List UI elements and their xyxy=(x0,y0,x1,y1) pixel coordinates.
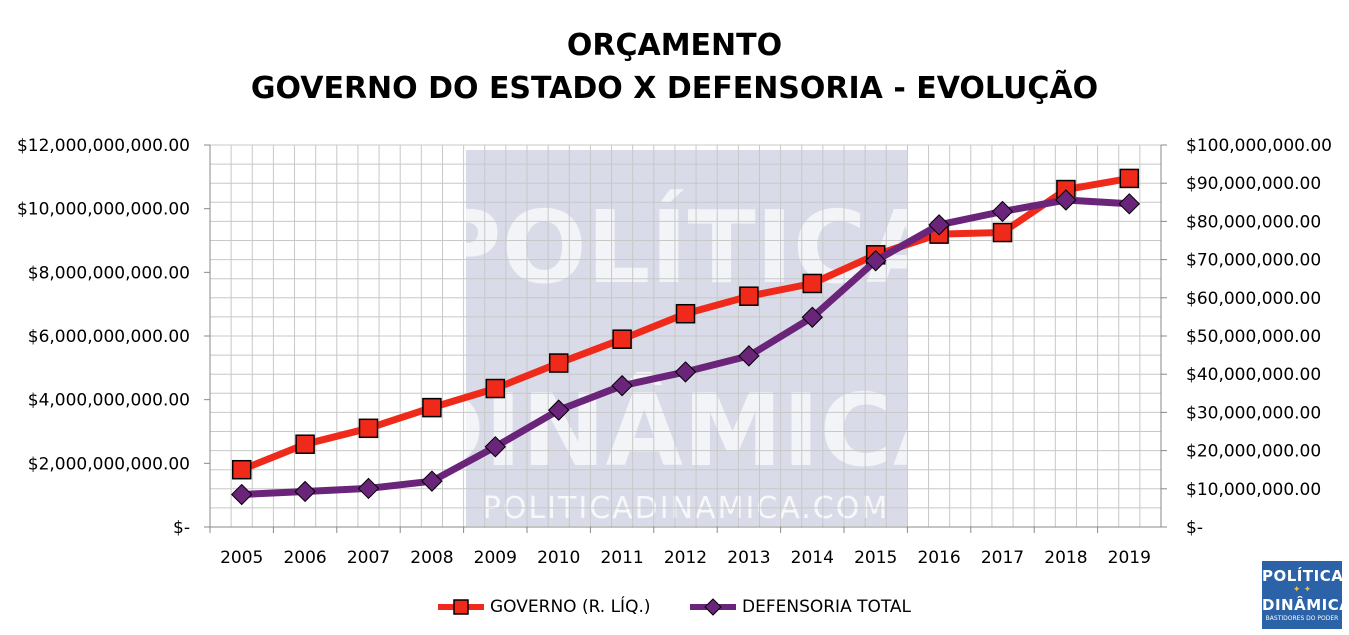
x-tick-label: 2018 xyxy=(1044,548,1087,568)
series-governo xyxy=(231,168,1140,480)
x-tick-label: 2014 xyxy=(791,548,834,568)
chart-title-line2: GOVERNO DO ESTADO X DEFENSORIA - EVOLUÇÃ… xyxy=(250,71,1099,106)
data-point-defensoria xyxy=(1055,189,1077,211)
x-tick-label: 2010 xyxy=(537,548,580,568)
data-point-defensoria xyxy=(991,200,1014,223)
y-right-tick-label: $80,000,000.00 xyxy=(1186,212,1321,232)
data-point-governo xyxy=(992,222,1013,243)
x-tick-label: 2013 xyxy=(727,548,770,568)
data-point-governo xyxy=(1119,168,1140,189)
y-right-tick-label: $30,000,000.00 xyxy=(1186,403,1321,423)
x-tick-label: 2007 xyxy=(347,548,390,568)
y-right-tick-label: $50,000,000.00 xyxy=(1186,327,1321,347)
y-right-tick-label: $100,000,000.00 xyxy=(1186,136,1332,156)
data-point-defensoria xyxy=(1118,193,1141,215)
data-point-defensoria xyxy=(230,483,253,506)
y-left-tick-label: $4,000,000,000.00 xyxy=(28,391,190,411)
data-point-governo xyxy=(612,329,632,349)
data-point-governo xyxy=(422,397,442,418)
data-point-defensoria xyxy=(294,480,316,503)
legend-marker-governo xyxy=(438,599,484,615)
x-tick-label: 2017 xyxy=(981,548,1024,568)
x-tick-label: 2011 xyxy=(600,548,643,568)
data-point-defensoria xyxy=(864,250,887,272)
data-point-governo xyxy=(802,273,823,294)
legend-item-defensoria: DEFENSORIA TOTAL xyxy=(690,592,911,622)
data-point-governo xyxy=(295,434,315,454)
x-tick-label: 2016 xyxy=(917,548,960,568)
x-tick-label: 2006 xyxy=(283,548,326,568)
logo-tagline: BASTIDORES DO PODER xyxy=(1265,615,1339,622)
y-left-tick-label: $- xyxy=(173,518,190,538)
series-defensoria xyxy=(230,189,1141,506)
watermark-line1: POLÍTICA xyxy=(428,189,943,306)
y-left-tick-label: $8,000,000,000.00 xyxy=(28,263,190,283)
y-right-tick-label: $20,000,000.00 xyxy=(1186,442,1321,462)
data-point-governo xyxy=(358,418,379,439)
x-tick-label: 2012 xyxy=(664,548,707,568)
legend-label-governo: GOVERNO (R. LÍQ.) xyxy=(490,597,651,617)
y-right-tick-label: $70,000,000.00 xyxy=(1186,251,1321,271)
logo-line2: DINÂMICA xyxy=(1262,596,1349,614)
chart-legend: GOVERNO (R. LÍQ.) DEFENSORIA TOTAL xyxy=(0,592,1349,622)
chart-title-line1: ORÇAMENTO xyxy=(566,28,783,63)
chart-series xyxy=(230,168,1141,506)
x-tick-label: 2019 xyxy=(1108,548,1151,568)
watermark-panel xyxy=(466,150,907,526)
logo-ornament: ✦ ✦ xyxy=(1292,585,1312,595)
y-right-tick-label: $- xyxy=(1186,518,1203,538)
data-point-defensoria xyxy=(484,436,507,458)
chart-grid xyxy=(209,144,1162,528)
data-point-governo xyxy=(485,378,506,399)
logo-line1: POLÍTICA xyxy=(1262,567,1344,585)
x-tick-label: 2015 xyxy=(854,548,897,568)
data-point-defensoria xyxy=(738,345,760,367)
y-right-tick-label: $60,000,000.00 xyxy=(1186,289,1321,309)
legend-marker-defensoria xyxy=(690,598,736,616)
y-left-tick-label: $10,000,000,000.00 xyxy=(17,200,190,220)
data-point-governo xyxy=(548,353,569,373)
legend-label-defensoria: DEFENSORIA TOTAL xyxy=(742,597,912,617)
data-point-governo xyxy=(675,303,696,324)
y-left-tick-label: $12,000,000,000.00 xyxy=(17,136,190,156)
data-point-defensoria xyxy=(611,374,633,397)
x-tick-label: 2009 xyxy=(474,548,517,568)
data-point-defensoria xyxy=(928,214,950,236)
y-right-tick-label: $10,000,000.00 xyxy=(1186,480,1321,500)
watermark-site: POLITICADINAMICA.COM xyxy=(483,491,889,526)
data-point-defensoria xyxy=(421,470,443,492)
chart-axes: $- $2,000,000,000.00 $4,000,000,000.00 $6,0… xyxy=(17,136,1332,568)
y-left-tick-label: $2,000,000,000.00 xyxy=(28,454,190,474)
data-point-defensoria xyxy=(674,361,697,383)
data-point-defensoria xyxy=(801,306,824,328)
x-tick-label: 2005 xyxy=(220,548,263,568)
data-point-governo xyxy=(231,459,252,480)
x-tick-label: 2008 xyxy=(410,548,453,568)
y-right-tick-label: $90,000,000.00 xyxy=(1186,174,1321,194)
data-point-defensoria xyxy=(357,477,380,500)
politica-dinamica-logo: POLÍTICA ✦ ✦ DINÂMICA BASTIDORES DO PODE… xyxy=(1262,561,1349,629)
y-right-tick-label: $40,000,000.00 xyxy=(1186,365,1321,385)
legend-item-governo: GOVERNO (R. LÍQ.) xyxy=(438,592,651,622)
data-point-defensoria xyxy=(547,399,570,421)
data-point-governo xyxy=(739,286,759,306)
y-left-tick-label: $6,000,000,000.00 xyxy=(28,327,190,347)
